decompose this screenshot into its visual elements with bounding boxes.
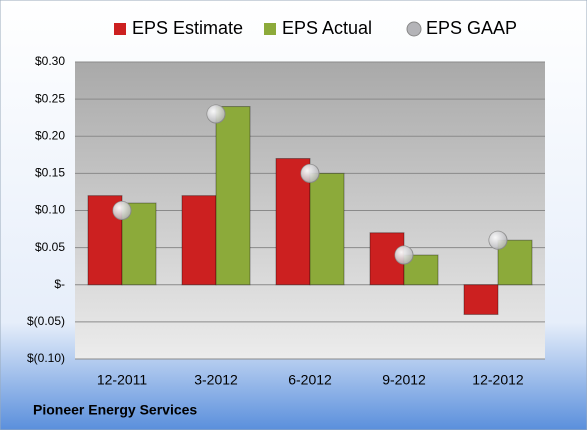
x-tick-label: 6-2012 (288, 372, 332, 388)
y-tick-label: $0.05 (35, 240, 65, 254)
legend-label: EPS Estimate (132, 18, 243, 38)
bar (403, 254, 439, 286)
bar (275, 158, 311, 286)
bar (463, 284, 499, 315)
bar (181, 195, 217, 286)
y-tick-label: $- (54, 277, 65, 291)
legend-label: EPS Actual (282, 18, 372, 38)
x-tick-label: 3-2012 (194, 372, 238, 388)
bar (497, 239, 533, 286)
legend-label: EPS GAAP (426, 18, 517, 38)
legend-swatch (406, 21, 422, 37)
y-tick-label: $(0.10) (27, 351, 65, 365)
legend-swatch (264, 23, 276, 35)
y-tick-label: $0.10 (35, 203, 65, 217)
bar (215, 106, 251, 286)
y-tick-label: $0.20 (35, 128, 65, 142)
y-tick-label: $0.30 (35, 54, 65, 68)
y-tick-label: $(0.05) (27, 314, 65, 328)
legend-swatch (114, 23, 126, 35)
x-tick-label: 12-2011 (97, 372, 148, 388)
x-tick-label: 9-2012 (382, 372, 426, 388)
marker-highlight (207, 104, 225, 123)
bar (87, 195, 123, 286)
marker-highlight (489, 231, 507, 250)
marker-highlight (301, 164, 319, 183)
bar (309, 172, 345, 286)
x-tick-label: 12-2012 (472, 372, 524, 388)
marker-highlight (395, 246, 413, 265)
y-tick-label: $0.25 (35, 91, 65, 105)
marker-highlight (113, 201, 131, 220)
y-tick-label: $0.15 (35, 166, 65, 180)
source: Pioneer Energy Services (33, 402, 197, 418)
